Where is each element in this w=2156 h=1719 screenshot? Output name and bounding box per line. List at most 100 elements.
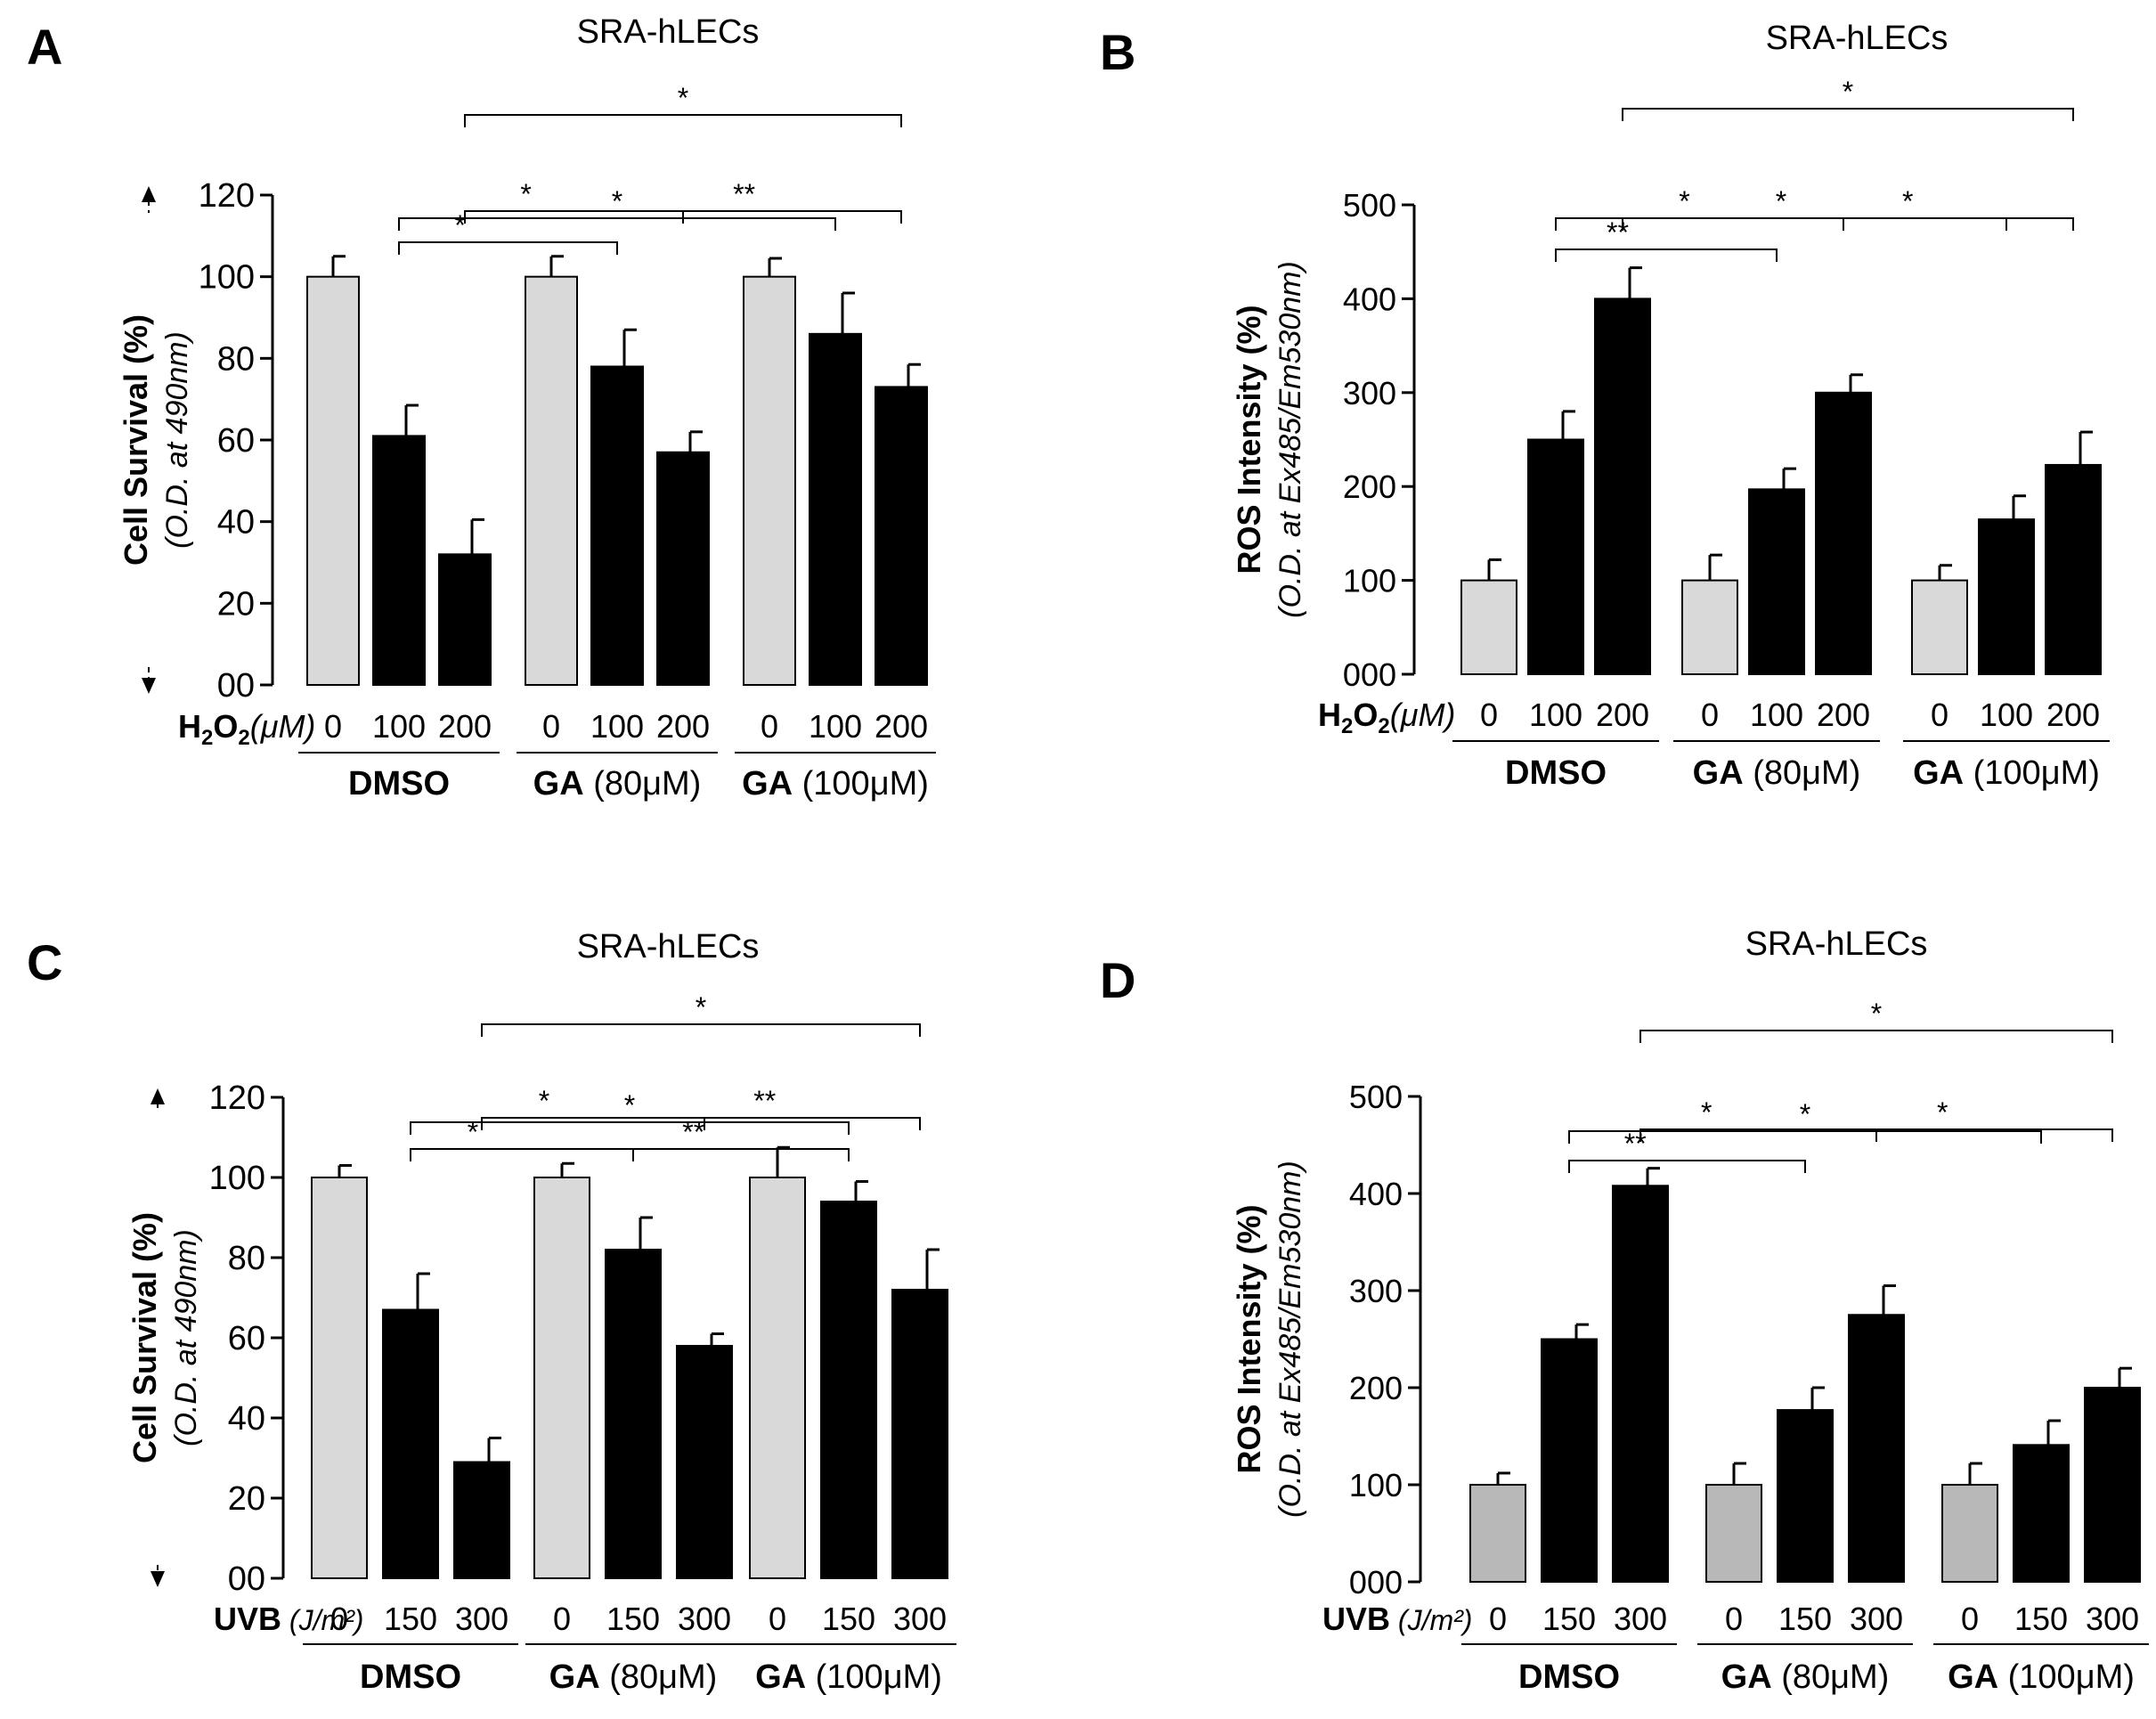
bar — [525, 275, 578, 686]
bar — [311, 1177, 368, 1579]
significance-label: * — [696, 991, 706, 1023]
panel-letter: D — [1100, 952, 1135, 1008]
significance-bracket — [1568, 1130, 2042, 1144]
significance-label: ** — [1624, 1128, 1647, 1160]
category-label: 150 — [1778, 1601, 1832, 1637]
group-label: GA (80μM) — [549, 1658, 718, 1696]
y-tick-label: 300 — [1349, 1273, 1403, 1309]
bar — [1681, 579, 1738, 675]
significance-label: ** — [753, 1085, 776, 1117]
bar — [372, 435, 426, 686]
category-label: 100 — [372, 708, 426, 745]
group-label: DMSO — [360, 1658, 461, 1696]
category-label: 100 — [1750, 697, 1803, 733]
bar — [1815, 391, 1872, 675]
chart-title: SRA-hLECs — [577, 13, 760, 51]
bar — [1527, 438, 1584, 675]
bar — [1612, 1185, 1669, 1584]
y-tick-label: 120 — [209, 1079, 265, 1117]
category-label: 0 — [769, 1601, 786, 1637]
significance-bracket — [481, 1117, 705, 1130]
y-tick-label: 80 — [217, 340, 255, 378]
category-label: 100 — [1980, 697, 2033, 733]
group-label: GA (100μM) — [742, 765, 929, 802]
group-label: GA (80μM) — [1693, 754, 1861, 792]
category-label: 200 — [2046, 697, 2100, 733]
category-label: 200 — [1817, 697, 1870, 733]
y-tick-label: 100 — [209, 1160, 265, 1197]
category-label: 200 — [656, 708, 710, 745]
bar — [1705, 1484, 1762, 1583]
bar — [1978, 518, 2035, 676]
arrow-down-icon — [142, 678, 156, 694]
y-axis-label: ROS Intensity (%) — [1231, 1204, 1267, 1473]
significance-label: * — [468, 1116, 478, 1148]
category-label: 0 — [324, 708, 342, 745]
y-axis-sublabel: (O.D. at Ex485/Em530nm) — [1273, 261, 1307, 618]
significance-label: * — [1679, 185, 1689, 217]
category-label: 0 — [542, 708, 560, 745]
bar — [306, 275, 360, 686]
significance-label: * — [539, 1085, 549, 1117]
bar — [1469, 1484, 1526, 1583]
bar — [1460, 579, 1517, 675]
y-tick-label: 60 — [228, 1320, 265, 1357]
category-label: 0 — [1489, 1601, 1507, 1637]
significance-bracket — [464, 114, 902, 127]
treatment-label: UVB (J/m²) — [1322, 1601, 1472, 1637]
chart-title: SRA-hLECs — [577, 928, 760, 965]
arrow-up-icon — [151, 1088, 165, 1104]
category-label: 0 — [1961, 1601, 1979, 1637]
bar — [605, 1249, 662, 1579]
significance-label: * — [1871, 998, 1882, 1030]
bar — [1748, 488, 1805, 675]
y-tick-label: 40 — [228, 1400, 265, 1438]
category-label: 200 — [438, 708, 492, 745]
group-label: GA (80μM) — [533, 765, 702, 802]
significance-bracket — [1843, 217, 2074, 231]
significance-label: ** — [733, 178, 755, 210]
significance-label: * — [624, 1089, 635, 1121]
arrow-up-icon — [142, 186, 156, 202]
bar — [382, 1308, 439, 1579]
group-label: GA (100μM) — [1948, 1658, 2135, 1696]
chart-title: SRA-hLECs — [1745, 925, 1928, 963]
bar — [453, 1461, 510, 1579]
y-tick-label: 200 — [1349, 1370, 1403, 1406]
category-label: 200 — [1596, 697, 1649, 733]
y-tick-label: 00 — [217, 667, 255, 705]
significance-bracket — [410, 1148, 634, 1161]
bar — [656, 451, 710, 686]
significance-bracket — [398, 217, 836, 231]
y-tick-label: 500 — [1343, 187, 1396, 224]
bar — [676, 1345, 733, 1579]
bar — [820, 1201, 877, 1579]
category-label: 0 — [1725, 1601, 1743, 1637]
bar — [1541, 1338, 1598, 1583]
category-label: 0 — [553, 1601, 571, 1637]
category-label: 200 — [875, 708, 928, 745]
panel-letter: B — [1100, 24, 1135, 80]
significance-label: * — [1800, 1098, 1810, 1130]
category-label: 100 — [590, 708, 644, 745]
bar — [1594, 297, 1651, 675]
category-label: 300 — [893, 1601, 947, 1637]
bar — [743, 275, 796, 686]
group-label: GA (100μM) — [1913, 754, 2100, 792]
bar — [809, 332, 862, 686]
treatment-label: H2O2(μM) — [1318, 697, 1455, 738]
y-tick-label: 000 — [1349, 1564, 1403, 1601]
significance-bracket — [1555, 248, 1778, 262]
y-tick-label: 500 — [1349, 1079, 1403, 1115]
y-tick-label: 20 — [217, 585, 255, 623]
category-label: 150 — [2014, 1601, 2068, 1637]
bar — [1911, 579, 1968, 675]
category-label: 300 — [1614, 1601, 1667, 1637]
significance-bracket — [398, 241, 618, 255]
significance-label: * — [612, 185, 622, 217]
bar — [2045, 463, 2102, 676]
category-label: 300 — [1850, 1601, 1903, 1637]
